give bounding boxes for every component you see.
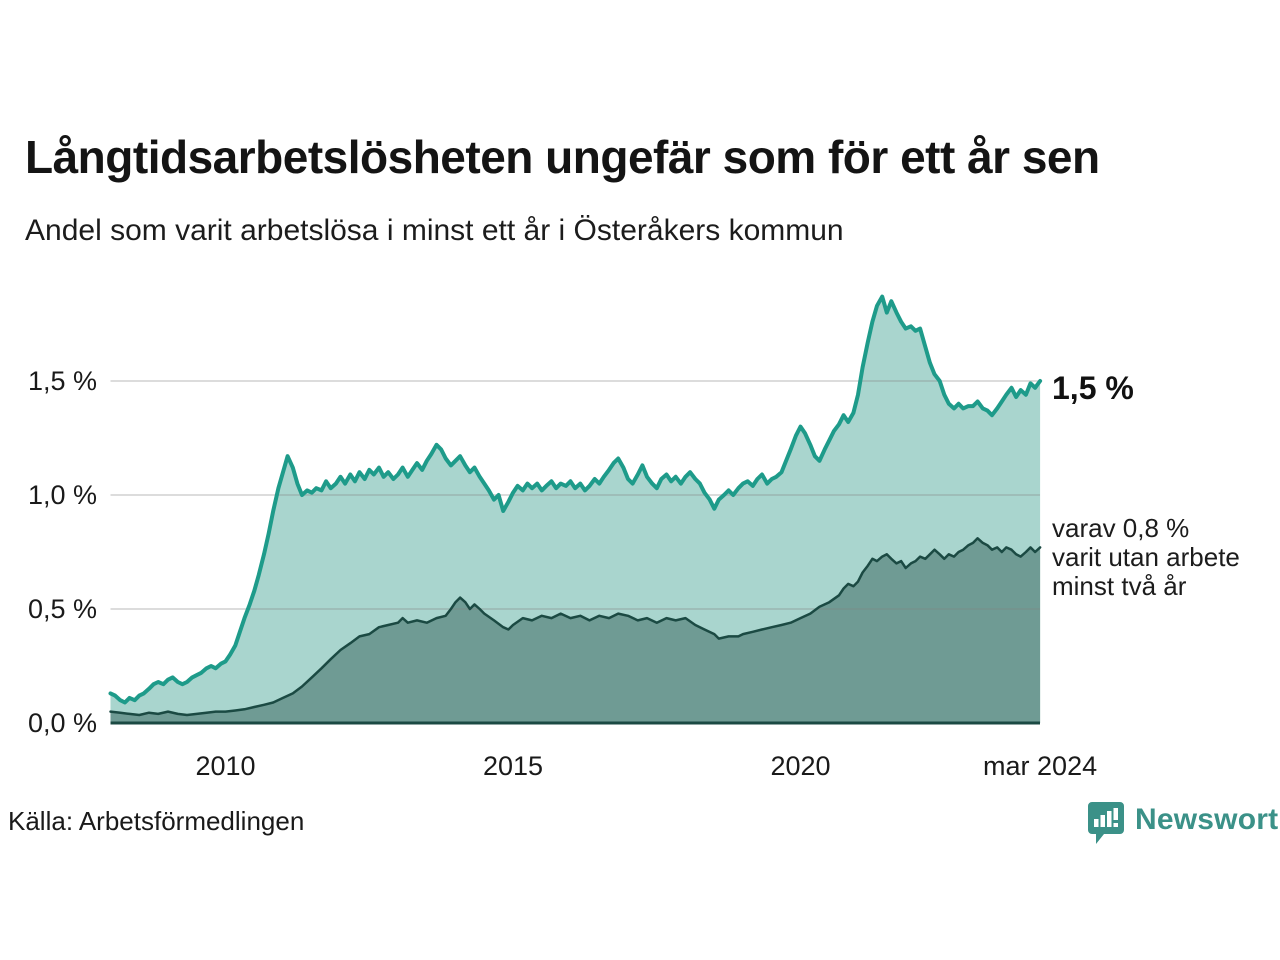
x-tick-label: 2010 (195, 751, 256, 781)
end-value-label-total: 1,5 % (1052, 370, 1134, 406)
x-tick-label: 2020 (770, 751, 831, 781)
chart-title: Långtidsarbetslösheten ungefär som för e… (25, 131, 1100, 183)
newsworthy-wordmark: Newsworthy (1135, 803, 1280, 836)
x-tick-label: mar 2024 (983, 751, 1098, 781)
line-two-years (109, 537, 1042, 717)
line-total-unemployed (108, 294, 1043, 705)
source-note: Källa: Arbetsförmedlingen (8, 806, 305, 836)
x-tick-label: 2015 (482, 751, 544, 781)
y-tick-label: 0,0 % (27, 708, 97, 738)
y-tick-label: 1,0 % (27, 480, 97, 510)
end-value-label-two-years: varav 0,8 % varit utan arbete minst två … (1052, 513, 1240, 601)
y-tick-label: 1,5 % (27, 366, 97, 396)
newsworthy-bubble-icon (1088, 802, 1124, 844)
chart-subtitle: Andel som varit arbetslösa i minst ett å… (25, 214, 844, 247)
newsworthy-logo: Newsworthy (1087, 801, 1280, 845)
area-two-years (110, 538, 1041, 723)
y-tick-label: 0,5 % (27, 594, 97, 624)
